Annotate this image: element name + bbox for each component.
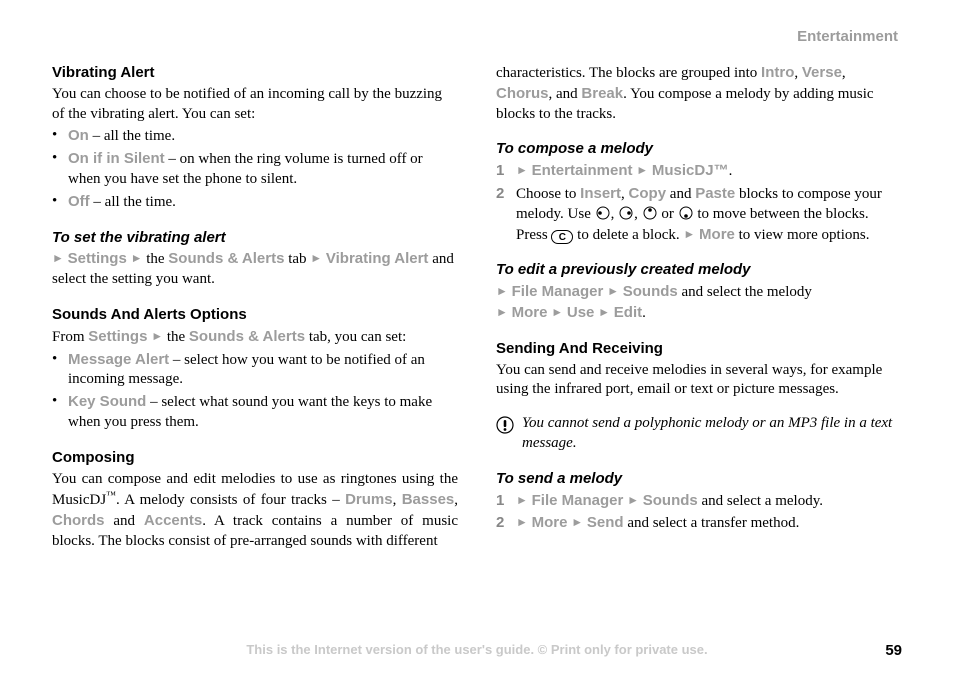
set-vibrating-steps: ► Settings ► the Sounds & Alerts tab ► V… bbox=[52, 249, 458, 290]
footer-text: This is the Internet version of the user… bbox=[0, 642, 954, 657]
nav-arrow-icon: ► bbox=[131, 251, 143, 267]
section-sounds-alerts-options: Sounds And Alerts Options bbox=[52, 305, 458, 325]
composing-paragraph: You can compose and edit melodies to use… bbox=[52, 470, 458, 552]
send-step-2: 2 ► More ► Send and select a transfer me… bbox=[496, 513, 902, 534]
sa-options-list: Message Alert – select how you want to b… bbox=[52, 350, 458, 433]
nav-down-icon bbox=[679, 206, 693, 220]
nav-arrow-icon: ► bbox=[598, 305, 610, 321]
nav-arrow-icon: ► bbox=[516, 515, 528, 531]
option-on: On – all the time. bbox=[52, 126, 458, 147]
subtitle-set-vibrating: To set the vibrating alert bbox=[52, 228, 458, 248]
subtitle-edit-melody: To edit a previously created melody bbox=[496, 260, 902, 280]
nav-arrow-icon: ► bbox=[551, 305, 563, 321]
nav-arrow-icon: ► bbox=[151, 329, 163, 345]
compose-steps: 1 ► Entertainment ► MusicDJ™. 2 Choose t… bbox=[496, 161, 902, 245]
option-off: Off – all the time. bbox=[52, 192, 458, 213]
vibrating-intro: You can choose to be notified of an inco… bbox=[52, 85, 458, 125]
warning-icon bbox=[496, 416, 514, 434]
content-columns: Vibrating Alert You can choose to be not… bbox=[52, 63, 902, 552]
note-block: You cannot send a polyphonic melody or a… bbox=[496, 414, 902, 454]
compose-step-2: 2 Choose to Insert, Copy and Paste block… bbox=[496, 184, 902, 245]
nav-arrow-icon: ► bbox=[52, 251, 64, 267]
nav-right-icon bbox=[619, 206, 633, 220]
section-sending-receiving: Sending And Receiving bbox=[496, 339, 902, 359]
nav-arrow-icon: ► bbox=[516, 493, 528, 509]
nav-arrow-icon: ► bbox=[496, 284, 508, 300]
note-text: You cannot send a polyphonic melody or a… bbox=[522, 414, 902, 454]
option-message-alert: Message Alert – select how you want to b… bbox=[52, 350, 458, 391]
option-on-if-silent: On if in Silent – on when the ring volum… bbox=[52, 149, 458, 190]
nav-arrow-icon: ► bbox=[571, 515, 583, 531]
nav-up-icon bbox=[643, 206, 657, 220]
option-key-sound: Key Sound – select what sound you want t… bbox=[52, 392, 458, 433]
section-composing: Composing bbox=[52, 448, 458, 468]
nav-arrow-icon: ► bbox=[607, 284, 619, 300]
edit-steps: ► File Manager ► Sounds and select the m… bbox=[496, 282, 902, 324]
send-steps: 1 ► File Manager ► Sounds and select a m… bbox=[496, 491, 902, 535]
vibrating-options: On – all the time. On if in Silent – on … bbox=[52, 126, 458, 212]
nav-arrow-icon: ► bbox=[636, 163, 648, 179]
nav-arrow-icon: ► bbox=[683, 227, 695, 243]
nav-arrow-icon: ► bbox=[496, 305, 508, 321]
sending-paragraph: You can send and receive melodies in sev… bbox=[496, 361, 902, 401]
composing-continued: characteristics. The blocks are grouped … bbox=[496, 63, 902, 124]
sa-intro: From Settings ► the Sounds & Alerts tab,… bbox=[52, 327, 458, 348]
page-number: 59 bbox=[885, 642, 902, 659]
compose-step-1: 1 ► Entertainment ► MusicDJ™. bbox=[496, 161, 902, 182]
nav-arrow-icon: ► bbox=[627, 493, 639, 509]
chapter-header: Entertainment bbox=[52, 28, 898, 45]
nav-arrow-icon: ► bbox=[310, 251, 322, 267]
section-vibrating-alert: Vibrating Alert bbox=[52, 63, 458, 83]
send-step-1: 1 ► File Manager ► Sounds and select a m… bbox=[496, 491, 902, 512]
nav-arrow-icon: ► bbox=[516, 163, 528, 179]
subtitle-send-melody: To send a melody bbox=[496, 469, 902, 489]
right-column: characteristics. The blocks are grouped … bbox=[496, 63, 902, 552]
key-c-icon: C bbox=[551, 230, 573, 244]
left-column: Vibrating Alert You can choose to be not… bbox=[52, 63, 458, 552]
subtitle-compose-melody: To compose a melody bbox=[496, 139, 902, 159]
nav-left-icon bbox=[596, 206, 610, 220]
